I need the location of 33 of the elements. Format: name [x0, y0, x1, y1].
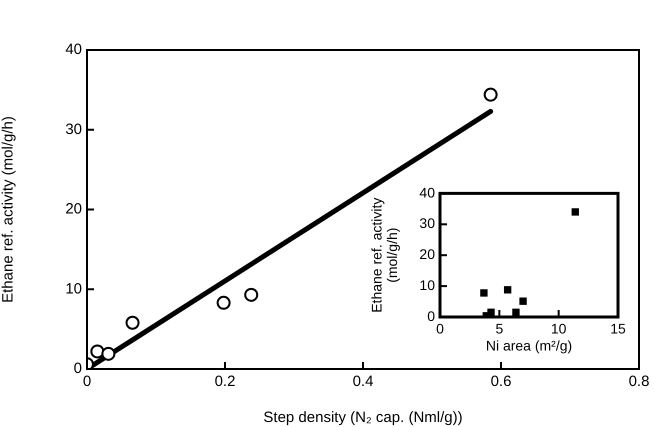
point [101, 346, 116, 361]
point [480, 289, 488, 297]
y-tick-label: 30 [419, 215, 436, 232]
y-tick-label: 20 [65, 200, 82, 218]
x-axis-title: Step density (N₂ cap. (Nml/g)) [263, 409, 463, 426]
point [216, 296, 231, 310]
point [90, 344, 104, 358]
y-tick-label: 20 [419, 246, 436, 262]
point [484, 88, 498, 102]
y-tick-label: 0 [427, 308, 436, 324]
x-tick-label: 0.4 [352, 373, 374, 390]
y-axis-title: Ethane ref. activity (mol/g/h) [0, 116, 16, 303]
x-tick-label: 0.2 [214, 373, 236, 390]
point [126, 316, 140, 330]
y-tick-label: 30 [65, 120, 82, 138]
point [504, 286, 512, 294]
y-axis-title: Ethane ref. activity (mol/g/h) [368, 198, 400, 313]
y-tick-label: 10 [65, 280, 82, 298]
point [572, 208, 579, 216]
y-tick-label: 10 [419, 276, 436, 293]
point [244, 288, 258, 302]
x-tick-label: 5 [495, 320, 504, 336]
point [519, 298, 527, 305]
x-tick-label: 0.8 [628, 373, 650, 390]
x-axis-title: Ni area (m²/g) [486, 337, 572, 354]
y-tick-label: 40 [65, 41, 82, 58]
y-tick-label: 0 [74, 360, 82, 378]
point [512, 308, 520, 316]
x-tick-label: 15 [610, 320, 626, 336]
x-tick-label: 0.6 [490, 373, 512, 390]
x-tick-label: 10 [550, 320, 567, 336]
y-tick-label: 40 [419, 184, 436, 200]
point [487, 308, 495, 316]
